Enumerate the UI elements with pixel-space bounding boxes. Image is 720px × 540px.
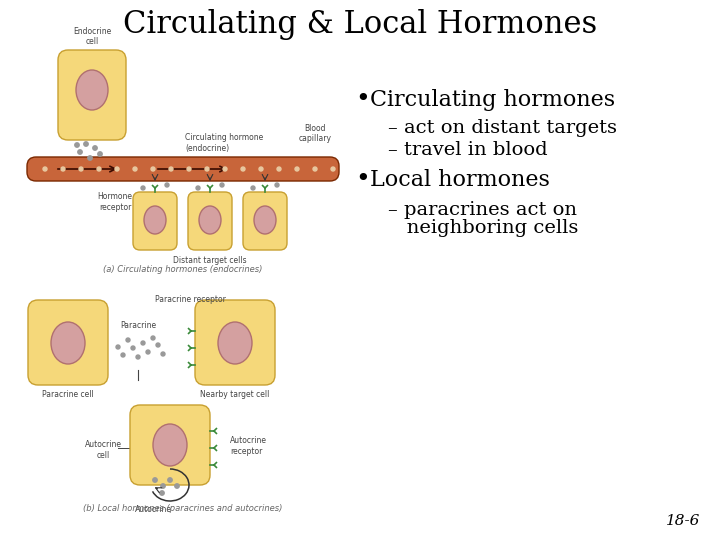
Text: – paracrines act on: – paracrines act on <box>388 201 577 219</box>
Text: Nearby target cell: Nearby target cell <box>200 390 270 399</box>
Circle shape <box>205 167 209 171</box>
Circle shape <box>151 167 155 171</box>
Circle shape <box>161 352 165 356</box>
Circle shape <box>223 167 227 171</box>
Circle shape <box>97 167 101 171</box>
Circle shape <box>98 152 102 156</box>
Circle shape <box>141 186 145 190</box>
Circle shape <box>196 186 200 190</box>
Circle shape <box>79 167 83 171</box>
Circle shape <box>126 338 130 342</box>
Text: Circulating hormones: Circulating hormones <box>370 89 615 111</box>
Text: Autocrine
receptor: Autocrine receptor <box>230 436 267 456</box>
Circle shape <box>331 167 335 171</box>
FancyBboxPatch shape <box>243 192 287 250</box>
Circle shape <box>93 146 97 150</box>
FancyBboxPatch shape <box>58 50 126 140</box>
Ellipse shape <box>76 70 108 110</box>
Text: Autocrine
cell: Autocrine cell <box>84 440 122 460</box>
Text: (b) Local hormones (paracrines and autocrines): (b) Local hormones (paracrines and autoc… <box>84 504 283 513</box>
Circle shape <box>133 167 137 171</box>
Circle shape <box>146 350 150 354</box>
Circle shape <box>175 484 179 488</box>
Circle shape <box>168 478 172 482</box>
Circle shape <box>277 167 281 171</box>
Text: Paracrine receptor: Paracrine receptor <box>155 295 225 304</box>
Text: •: • <box>356 89 370 111</box>
Text: Autocrine: Autocrine <box>135 505 171 514</box>
Circle shape <box>84 142 89 146</box>
Circle shape <box>275 183 279 187</box>
Circle shape <box>61 167 65 171</box>
Circle shape <box>295 167 299 171</box>
Ellipse shape <box>153 424 187 466</box>
FancyBboxPatch shape <box>188 192 232 250</box>
Text: – act on distant targets: – act on distant targets <box>388 119 617 137</box>
Text: neighboring cells: neighboring cells <box>388 219 578 237</box>
Ellipse shape <box>51 322 85 364</box>
Text: Hormone
receptor: Hormone receptor <box>97 192 132 212</box>
Circle shape <box>241 167 245 171</box>
Text: Paracrine: Paracrine <box>120 321 156 330</box>
Text: Local hormones: Local hormones <box>370 169 550 191</box>
FancyBboxPatch shape <box>195 300 275 385</box>
Circle shape <box>156 343 160 347</box>
Ellipse shape <box>254 206 276 234</box>
Circle shape <box>187 167 191 171</box>
Circle shape <box>115 167 119 171</box>
Circle shape <box>220 183 224 187</box>
Circle shape <box>43 167 47 171</box>
Circle shape <box>151 336 155 340</box>
Text: (a) Circulating hormones (endocrines): (a) Circulating hormones (endocrines) <box>103 265 263 274</box>
FancyBboxPatch shape <box>28 300 108 385</box>
Text: Distant target cells: Distant target cells <box>174 256 247 265</box>
Ellipse shape <box>199 206 221 234</box>
Circle shape <box>251 186 255 190</box>
Circle shape <box>161 484 165 488</box>
Ellipse shape <box>218 322 252 364</box>
Circle shape <box>88 156 92 160</box>
FancyBboxPatch shape <box>27 157 339 181</box>
FancyBboxPatch shape <box>130 405 210 485</box>
Ellipse shape <box>144 206 166 234</box>
Text: Endocrine
cell: Endocrine cell <box>73 26 111 46</box>
Circle shape <box>153 478 157 482</box>
Circle shape <box>160 491 164 495</box>
Text: Paracrine cell: Paracrine cell <box>42 390 94 399</box>
Circle shape <box>78 150 82 154</box>
Circle shape <box>121 353 125 357</box>
FancyBboxPatch shape <box>133 192 177 250</box>
Text: •: • <box>356 168 370 192</box>
Circle shape <box>313 167 317 171</box>
Text: 18-6: 18-6 <box>665 514 700 528</box>
Text: Blood
capillary: Blood capillary <box>299 124 331 143</box>
Text: Circulating hormone
(endocrine): Circulating hormone (endocrine) <box>185 133 264 153</box>
Text: – travel in blood: – travel in blood <box>388 141 548 159</box>
Text: Circulating & Local Hormones: Circulating & Local Hormones <box>123 10 597 40</box>
Circle shape <box>141 341 145 345</box>
Circle shape <box>169 167 173 171</box>
Circle shape <box>259 167 263 171</box>
Circle shape <box>75 143 79 147</box>
Circle shape <box>165 183 169 187</box>
Circle shape <box>131 346 135 350</box>
Circle shape <box>136 355 140 359</box>
Circle shape <box>116 345 120 349</box>
